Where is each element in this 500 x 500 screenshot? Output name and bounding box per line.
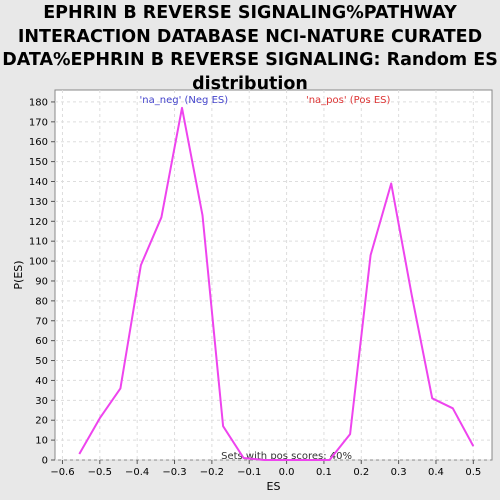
es-distribution-line [78, 106, 475, 461]
chart-title-line-1: EPHRIN B REVERSE SIGNALING%PATHWAY [43, 3, 457, 23]
y-tick-label: 110 [29, 237, 48, 248]
y-tick-label: 30 [35, 396, 48, 407]
y-tick-label: 90 [35, 276, 48, 287]
x-tick-label: −0.1 [237, 467, 261, 478]
y-axis: 0 10 20 30 40 50 60 70 80 90 100 110 120 130 140 150 160… [29, 97, 55, 467]
x-tick-label: 0.1 [316, 467, 332, 478]
y-tick-label: 0 [42, 456, 48, 467]
y-tick-label: 150 [29, 157, 48, 168]
y-tick-label: 100 [29, 257, 48, 268]
chart-title-line-2: INTERACTION DATABASE NCI-NATURE CURATED [17, 26, 483, 47]
chart-title-line-3: DATA%EPHRIN B REVERSE SIGNALING: Random … [2, 50, 498, 70]
x-tick-label: −0.3 [162, 467, 186, 478]
plot-area [54, 89, 493, 461]
x-tick-label: 0.4 [428, 467, 444, 478]
chart-title-line-4: distribution [192, 73, 308, 94]
y-tick-label: 50 [35, 356, 48, 367]
y-axis-label: P(ES) [12, 260, 25, 289]
y-tick-label: 10 [35, 436, 48, 447]
x-tick-label: 0.2 [353, 467, 369, 478]
y-tick-label: 60 [35, 336, 48, 347]
x-tick-label: −0.4 [125, 467, 149, 478]
series-group [78, 106, 475, 461]
grid-lines [55, 90, 492, 461]
x-tick-label: 0.3 [391, 467, 407, 478]
x-tick-label: −0.6 [50, 467, 74, 478]
x-axis-label: ES [267, 480, 281, 493]
pos-scores-footer: Sets with pos scores: 40% [221, 451, 352, 462]
x-axis: −0.6 −0.5 −0.4 −0.3 −0.2 −0.1 0.0 0.1 0.2 0.3 0.4 0… [50, 460, 481, 478]
y-tick-label: 80 [35, 296, 48, 307]
x-tick-label: 0.0 [279, 467, 295, 478]
y-tick-label: 70 [35, 316, 48, 327]
x-tick-label: −0.2 [200, 467, 224, 478]
pos-es-label: 'na_pos' (Pos ES) [306, 95, 391, 106]
y-tick-label: 140 [29, 177, 48, 188]
x-tick-label: 0.5 [465, 467, 481, 478]
chart-title: EPHRIN B REVERSE SIGNALING%PATHWAY INTER… [0, 2, 500, 96]
y-tick-label: 40 [35, 376, 48, 387]
y-tick-label: 180 [29, 97, 48, 108]
y-tick-label: 170 [29, 117, 48, 128]
y-tick-label: 160 [29, 137, 48, 148]
neg-es-label: 'na_neg' (Neg ES) [140, 95, 229, 106]
y-tick-label: 20 [35, 416, 48, 427]
y-tick-label: 120 [29, 217, 48, 228]
y-tick-label: 130 [29, 197, 48, 208]
x-tick-label: −0.5 [88, 467, 112, 478]
